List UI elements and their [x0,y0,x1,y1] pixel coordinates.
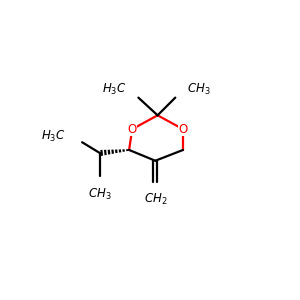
Text: O: O [178,123,188,136]
Text: $H_3C$: $H_3C$ [41,128,66,144]
Text: $H_3C$: $H_3C$ [102,82,127,98]
Text: $CH_3$: $CH_3$ [187,82,210,98]
Text: O: O [128,123,137,136]
Text: $CH_3$: $CH_3$ [88,187,112,202]
Text: $CH_2$: $CH_2$ [144,192,167,207]
